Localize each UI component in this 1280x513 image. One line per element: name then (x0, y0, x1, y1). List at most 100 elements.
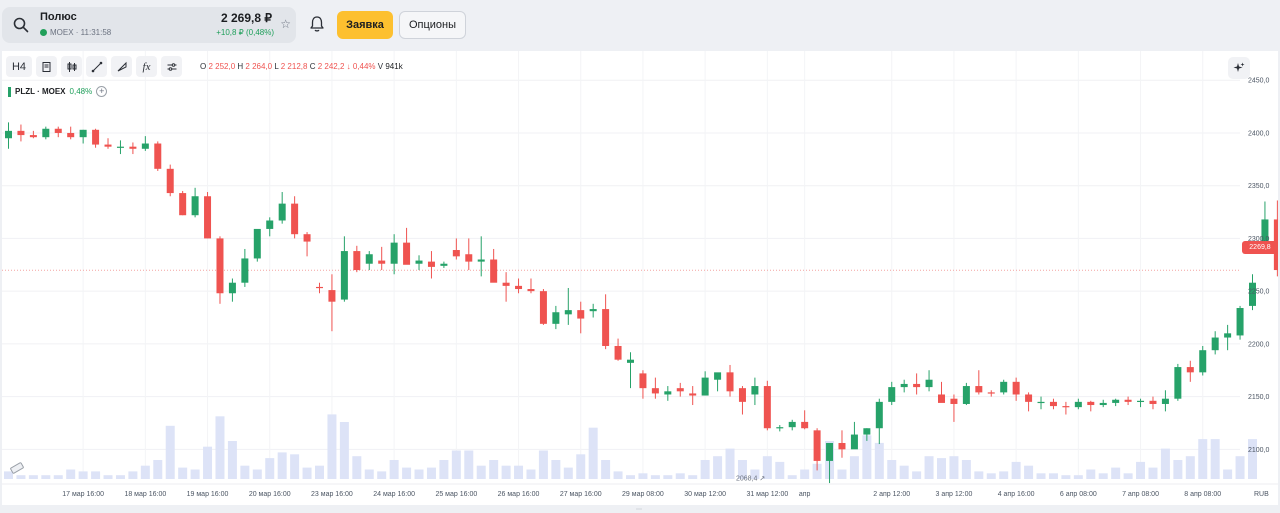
fx-label: fx (142, 60, 151, 73)
x-axis-tick-label: 4 апр 16:00 (998, 491, 1035, 498)
candle-body (191, 196, 199, 216)
notes-icon[interactable] (36, 56, 57, 77)
candle-body (42, 128, 50, 138)
volume-bar (327, 414, 337, 479)
series-legend[interactable]: PLZL · MOEX 0,48% + (8, 86, 108, 97)
ruler-icon[interactable] (111, 56, 132, 77)
candle-body (1074, 401, 1082, 408)
volume-bar (153, 460, 163, 479)
settings-icon[interactable] (161, 56, 182, 77)
ticker-selector[interactable]: Полюс MOEX · 11:31:58 2 269,8 ₽ +10,8 ₽ … (2, 7, 296, 43)
volume-bar (215, 416, 225, 479)
ai-sparkle-icon[interactable] (1228, 57, 1250, 79)
add-series-icon[interactable]: + (96, 86, 108, 97)
candle-body (1186, 367, 1194, 373)
candles-icon[interactable] (61, 56, 82, 77)
candle-body (950, 398, 958, 404)
volume-bar (837, 469, 847, 479)
draw-line-icon[interactable] (86, 56, 107, 77)
y-axis-tick-label: 2150,0 (1248, 394, 1270, 401)
candle-body (602, 309, 610, 346)
candle-body (676, 388, 684, 392)
exchange-time: MOEX · 11:31:58 (50, 28, 112, 37)
bell-icon[interactable] (306, 13, 328, 35)
candle-body (228, 282, 236, 294)
candle-body (564, 310, 572, 315)
volume-bar (849, 456, 859, 479)
volume-bar (103, 475, 113, 479)
candle-body (801, 421, 809, 429)
volume-bar (899, 465, 909, 479)
volume-bar (526, 469, 536, 479)
x-axis-tick-label: 31 мар 12:00 (746, 491, 788, 498)
volume-bar (563, 467, 573, 479)
candlestick-chart[interactable]: 2068,4 ↗ 2450,0 2400,0 2350,0 2300,0 2250,0 22… (2, 51, 1278, 505)
candle-body (129, 146, 137, 149)
candle-body (316, 286, 323, 289)
candle-body (1249, 282, 1256, 306)
candle-body (5, 130, 12, 139)
candle-body (1137, 400, 1145, 403)
volume-bar (115, 475, 125, 479)
candle-body (1000, 381, 1008, 393)
volume-bar (489, 460, 499, 479)
volume-bar (53, 475, 63, 479)
favorite-star-icon[interactable]: ☆ (280, 17, 291, 31)
candle-body (1012, 381, 1020, 395)
exchange-info: MOEX · 11:31:58 (40, 28, 111, 37)
volume-bar (1160, 448, 1170, 479)
timeframe-button[interactable]: H4 (6, 56, 32, 77)
candle-body (788, 421, 796, 428)
volume-bar (439, 460, 449, 479)
candle-body (515, 285, 523, 290)
candle-body (204, 196, 212, 239)
volume-bar (476, 465, 486, 479)
volume-bar (1136, 461, 1146, 479)
candle-body (166, 168, 174, 194)
volume-bar (1185, 456, 1195, 479)
x-axis-tick-label: 20 мар 16:00 (249, 491, 291, 498)
price-change: +10,8 ₽ (0,48%) (216, 28, 274, 37)
candle-body (1199, 350, 1207, 373)
ohlc-change: ↓ 0,44% (346, 62, 376, 71)
measure-icon[interactable] (10, 461, 24, 475)
volume-bar (178, 467, 188, 479)
volume-bar (1198, 439, 1208, 479)
volume-bar (688, 475, 698, 479)
live-indicator-icon (40, 29, 47, 36)
volume-bar (775, 461, 785, 479)
candle-body (490, 259, 498, 283)
candle-body (440, 263, 448, 266)
volume-bar (650, 475, 660, 479)
indicators-icon[interactable]: fx (136, 56, 157, 77)
candle-body (452, 250, 460, 257)
ticker-name: Полюс (40, 11, 77, 23)
order-button[interactable]: Заявка (337, 11, 393, 39)
volume-bar (1098, 473, 1108, 479)
x-axis-tick-label: 18 мар 16:00 (124, 491, 166, 498)
candle-body (278, 203, 286, 221)
volume-bar (1011, 461, 1021, 479)
candle-body (29, 135, 37, 138)
volume-bar (203, 446, 213, 479)
volume-bar (140, 465, 150, 479)
candle-body (1112, 399, 1120, 403)
candle-body (552, 312, 560, 324)
panel-resize-handle[interactable]: ⋯ (636, 507, 642, 513)
candle-body (291, 203, 299, 235)
volume-bar (414, 469, 424, 479)
y-axis-tick-label: 2100,0 (1248, 447, 1270, 454)
volume-bar (999, 471, 1009, 479)
series-symbol: PLZL · MOEX (15, 87, 66, 96)
search-icon[interactable] (12, 16, 30, 34)
volume-bar (352, 456, 362, 479)
chart-panel[interactable]: 2068,4 ↗ 2450,0 2400,0 2350,0 2300,0 2250,0 22… (2, 51, 1278, 505)
volume-bar (227, 441, 237, 479)
candle-body (54, 128, 62, 133)
ohlc-volume: 941k (385, 62, 403, 71)
volume-bar (91, 471, 101, 479)
volume-bar (265, 458, 275, 479)
options-button[interactable]: Опционы (399, 11, 466, 39)
volume-bar (974, 471, 984, 479)
volume-bar (240, 465, 250, 479)
